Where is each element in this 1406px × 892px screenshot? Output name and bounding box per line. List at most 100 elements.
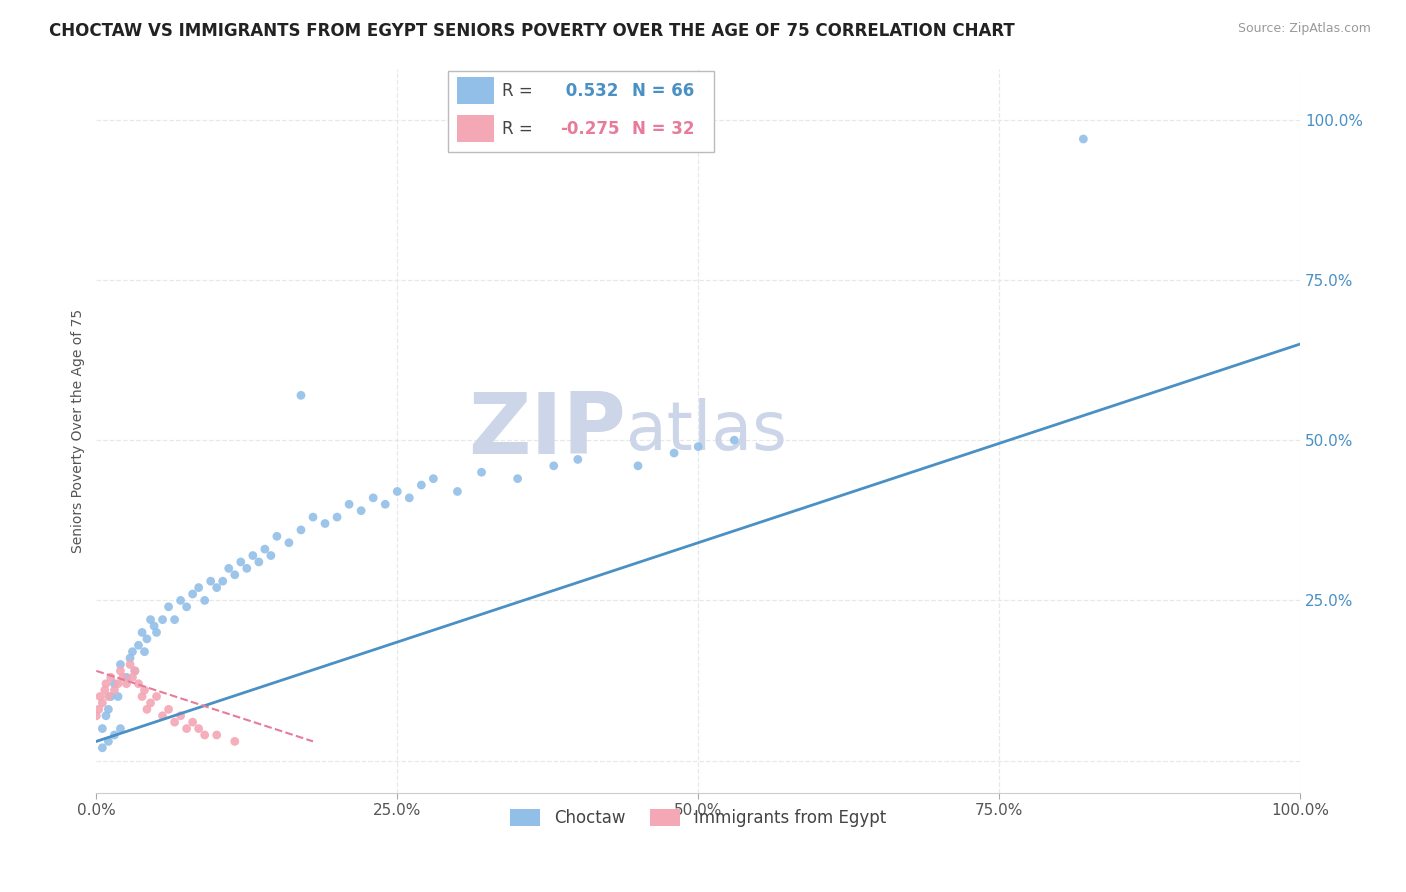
Point <box>688 440 710 454</box>
Point <box>194 728 217 742</box>
Text: R =: R = <box>502 82 538 100</box>
Point <box>224 734 246 748</box>
Text: R =: R = <box>502 120 538 138</box>
Point <box>139 613 162 627</box>
Text: atlas: atlas <box>626 398 787 464</box>
Point <box>134 645 156 659</box>
Point <box>422 472 444 486</box>
Point <box>87 702 110 716</box>
Point <box>290 523 312 537</box>
Legend: Choctaw, Immigrants from Egypt: Choctaw, Immigrants from Egypt <box>502 800 894 835</box>
Bar <box>449 71 714 152</box>
Point <box>143 619 166 633</box>
Point <box>145 625 167 640</box>
Point <box>124 664 146 678</box>
Point <box>446 484 468 499</box>
Point <box>387 484 409 499</box>
Point <box>118 651 141 665</box>
Point <box>157 702 180 716</box>
Point <box>89 690 111 704</box>
Point <box>163 613 186 627</box>
Point <box>398 491 420 505</box>
Point <box>94 683 117 698</box>
Point <box>152 708 174 723</box>
Point <box>131 625 153 640</box>
Point <box>91 722 114 736</box>
Point <box>302 510 325 524</box>
Point <box>326 510 349 524</box>
Point <box>107 690 129 704</box>
Point <box>506 472 529 486</box>
Point <box>211 574 233 589</box>
Point <box>290 388 312 402</box>
Point <box>176 599 198 614</box>
Point <box>91 696 114 710</box>
Point <box>127 676 149 690</box>
Point <box>110 664 132 678</box>
Point <box>200 574 222 589</box>
Point <box>374 497 396 511</box>
Point <box>134 683 156 698</box>
Point <box>107 676 129 690</box>
Point <box>567 452 589 467</box>
Point <box>97 690 120 704</box>
Point <box>103 683 125 698</box>
Point <box>266 529 288 543</box>
Point <box>224 567 246 582</box>
Point <box>278 535 301 549</box>
Point <box>115 670 138 684</box>
Text: -0.275: -0.275 <box>560 120 619 138</box>
Point <box>110 722 132 736</box>
Y-axis label: Seniors Poverty Over the Age of 75: Seniors Poverty Over the Age of 75 <box>72 309 86 553</box>
Point <box>86 708 108 723</box>
Bar <box>457 115 494 143</box>
Point <box>131 690 153 704</box>
Point <box>260 549 283 563</box>
Point <box>627 458 650 473</box>
Point <box>187 722 209 736</box>
Point <box>314 516 336 531</box>
Point <box>543 458 565 473</box>
Point <box>97 734 120 748</box>
Point <box>470 465 492 479</box>
Point <box>94 708 117 723</box>
Point <box>103 676 125 690</box>
Point <box>253 542 276 557</box>
Point <box>205 581 228 595</box>
Point <box>97 702 120 716</box>
Text: N = 66: N = 66 <box>631 82 695 100</box>
Point <box>110 657 132 672</box>
Point <box>181 587 204 601</box>
Text: N = 32: N = 32 <box>631 120 695 138</box>
Point <box>229 555 252 569</box>
Bar <box>457 77 494 104</box>
Point <box>111 670 134 684</box>
Point <box>242 549 264 563</box>
Point <box>218 561 240 575</box>
Point <box>236 561 259 575</box>
Point <box>121 645 143 659</box>
Point <box>139 696 162 710</box>
Point <box>135 702 157 716</box>
Text: ZIP: ZIP <box>468 389 626 472</box>
Point <box>100 690 122 704</box>
Point <box>187 581 209 595</box>
Point <box>176 722 198 736</box>
Point <box>194 593 217 607</box>
Point <box>1073 132 1095 146</box>
Point <box>94 676 117 690</box>
Point <box>411 478 433 492</box>
Point <box>118 657 141 672</box>
Point <box>124 664 146 678</box>
Point <box>121 670 143 684</box>
Point <box>145 690 167 704</box>
Point <box>163 715 186 730</box>
Point <box>100 670 122 684</box>
Text: 0.532: 0.532 <box>560 82 619 100</box>
Point <box>337 497 360 511</box>
Point <box>169 708 191 723</box>
Point <box>361 491 384 505</box>
Point <box>247 555 270 569</box>
Text: Source: ZipAtlas.com: Source: ZipAtlas.com <box>1237 22 1371 36</box>
Point <box>723 433 745 447</box>
